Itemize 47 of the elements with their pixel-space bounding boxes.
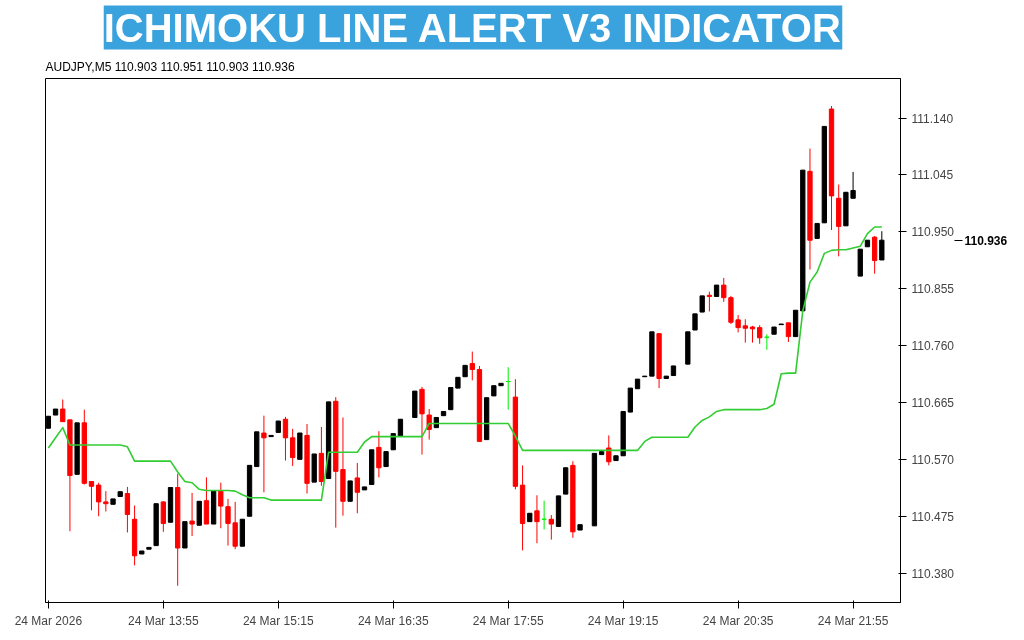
candlestick bbox=[426, 408, 432, 441]
candlestick bbox=[469, 351, 475, 381]
y-tick-label: 110.570 bbox=[911, 452, 955, 467]
candlestick bbox=[203, 476, 210, 525]
candlestick bbox=[871, 235, 878, 275]
x-tick-label: 24 Mar 16:35 bbox=[357, 613, 429, 628]
y-tick-label: 110.475 bbox=[911, 509, 955, 524]
candlestick bbox=[347, 480, 353, 502]
x-tick-label: 24 Mar 21:55 bbox=[817, 613, 889, 628]
candlestick bbox=[376, 430, 382, 478]
candlestick bbox=[879, 230, 885, 261]
x-tick-label: 24 Mar 2026 bbox=[14, 613, 83, 628]
x-tick-label: 24 Mar 19:15 bbox=[587, 613, 659, 628]
candlestick bbox=[354, 462, 360, 514]
candlestick bbox=[742, 318, 748, 344]
candlestick bbox=[627, 387, 633, 413]
text: 110.936 bbox=[964, 233, 1008, 248]
x-tick-label: 24 Mar 20:35 bbox=[702, 613, 774, 628]
y-tick-label: 110.760 bbox=[911, 339, 955, 354]
y-tick-label: 110.950 bbox=[911, 225, 955, 240]
candlestick bbox=[124, 486, 131, 533]
y-tick-label: 111.140 bbox=[911, 111, 954, 126]
candlestick bbox=[88, 481, 95, 511]
candlestick bbox=[706, 291, 713, 312]
candlestick bbox=[261, 415, 267, 493]
y-tick-label: 111.045 bbox=[911, 168, 954, 183]
candlestick bbox=[218, 482, 224, 529]
y-tick-label: 110.665 bbox=[911, 395, 955, 410]
candlestick bbox=[290, 428, 296, 467]
candlestick bbox=[606, 434, 612, 466]
candlestick bbox=[534, 494, 540, 544]
x-tick-label: 24 Mar 15:15 bbox=[242, 613, 314, 628]
candlestick bbox=[548, 514, 554, 541]
candlestick bbox=[96, 482, 102, 517]
x-tick-label: 24 Mar 13:55 bbox=[127, 613, 200, 628]
candlestick bbox=[785, 322, 792, 343]
candlestick bbox=[757, 324, 763, 345]
chart-subtitle: AUDJPY,M5 110.903 110.951 110.903 110.936 bbox=[45, 59, 295, 74]
candlestick bbox=[189, 492, 195, 537]
candlestick bbox=[282, 416, 289, 462]
x-tick-label: 24 Mar 17:55 bbox=[472, 613, 544, 628]
chart-title: ICHIMOKU LINE ALERT V3 INDICATOR bbox=[103, 5, 841, 50]
candlestick bbox=[103, 490, 109, 512]
candlestick bbox=[196, 500, 202, 526]
candlestick bbox=[160, 500, 166, 533]
y-tick-label: 110.855 bbox=[911, 282, 955, 297]
y-tick-label: 110.380 bbox=[911, 566, 955, 581]
